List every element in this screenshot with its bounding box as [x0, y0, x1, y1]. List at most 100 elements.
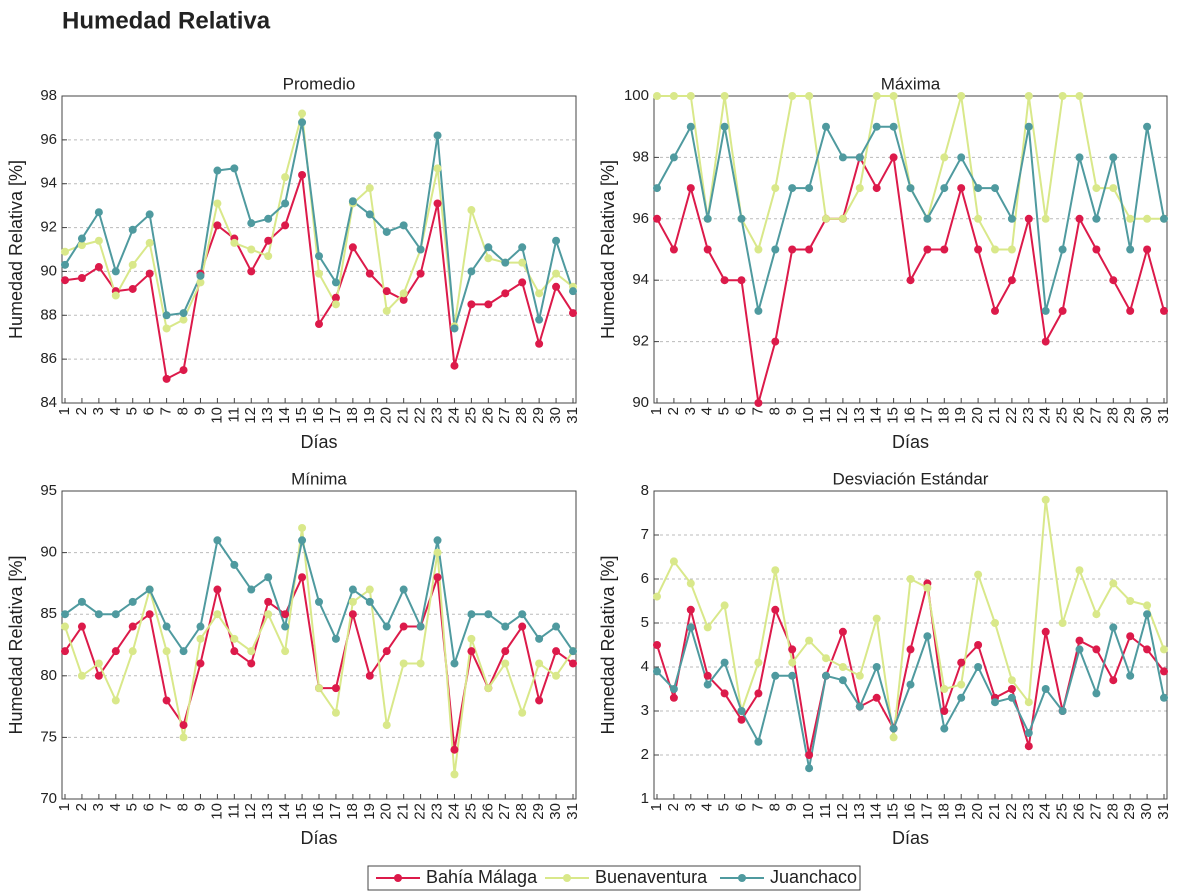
- data-point: [467, 634, 476, 643]
- x-tick-label: 11: [817, 803, 834, 819]
- data-point: [805, 751, 814, 759]
- data-point: [1126, 671, 1135, 680]
- data-point: [686, 122, 695, 131]
- y-tick-label: 86: [40, 350, 57, 367]
- data-point: [552, 269, 561, 278]
- x-tick-label: 5: [124, 803, 141, 811]
- data-point: [788, 184, 797, 193]
- data-point: [1075, 214, 1084, 223]
- data-point: [416, 659, 425, 668]
- y-tick-label: 85: [40, 605, 57, 622]
- data-point: [230, 634, 239, 643]
- data-point: [348, 197, 357, 206]
- data-point: [872, 693, 881, 702]
- data-point: [889, 724, 898, 733]
- data-point: [771, 671, 780, 680]
- x-tick-label: 10: [208, 803, 225, 820]
- x-tick-label: 13: [851, 803, 868, 820]
- data-point: [111, 610, 120, 619]
- x-tick-label: 3: [90, 803, 107, 811]
- data-point: [991, 698, 999, 707]
- data-point: [128, 647, 137, 656]
- data-point: [77, 597, 86, 606]
- plot-frame: [653, 95, 1168, 404]
- x-tick-label: 22: [1003, 407, 1020, 424]
- x-tick-label: 6: [732, 803, 749, 811]
- data-point: [230, 560, 239, 569]
- x-tick-label: 19: [952, 407, 969, 424]
- data-point: [1143, 645, 1152, 654]
- data-point: [501, 622, 510, 631]
- data-point: [179, 733, 188, 742]
- y-tick-label: 3: [641, 702, 649, 719]
- x-axis-label: Días: [892, 432, 929, 452]
- x-tick-label: 30: [1138, 803, 1155, 820]
- data-point: [518, 610, 527, 619]
- data-point: [61, 647, 69, 656]
- data-point: [771, 605, 780, 614]
- data-point: [788, 245, 797, 254]
- data-point: [179, 309, 188, 318]
- data-point: [331, 634, 340, 643]
- data-point: [805, 764, 814, 773]
- data-point: [518, 278, 527, 287]
- data-point: [569, 659, 577, 668]
- data-point: [1092, 214, 1101, 223]
- data-point: [1143, 610, 1152, 619]
- x-tick-label: 17: [327, 407, 344, 424]
- x-tick-label: 7: [158, 407, 175, 415]
- data-point: [484, 684, 493, 693]
- data-point: [264, 214, 273, 223]
- data-point: [331, 708, 340, 717]
- x-tick-label: 4: [107, 407, 124, 415]
- data-point: [162, 311, 171, 320]
- y-tick-label: 2: [641, 746, 649, 763]
- data-point: [162, 647, 171, 656]
- data-point: [450, 770, 459, 779]
- x-tick-label: 31: [1155, 803, 1172, 820]
- data-point: [196, 659, 205, 668]
- x-tick-label: 23: [1020, 803, 1037, 820]
- page-title: Humedad Relativa: [62, 7, 271, 34]
- x-tick-label: 27: [1087, 803, 1104, 820]
- data-point: [399, 289, 408, 298]
- y-tick-label: 88: [40, 306, 57, 323]
- legend-marker: [394, 874, 402, 882]
- x-tick-label: 24: [445, 803, 462, 820]
- data-point: [1075, 636, 1084, 645]
- data-point: [720, 689, 729, 698]
- data-point: [94, 610, 103, 619]
- x-tick-label: 5: [124, 407, 141, 415]
- y-tick-label: 96: [632, 210, 649, 227]
- x-tick-label: 14: [868, 803, 885, 820]
- x-tick-label: 18: [344, 803, 361, 820]
- x-tick-label: 23: [429, 803, 446, 820]
- y-tick-label: 95: [40, 482, 57, 499]
- legend-marker: [563, 874, 571, 882]
- data-point: [467, 647, 476, 656]
- data-point: [720, 122, 729, 131]
- data-point: [940, 184, 949, 193]
- x-tick-label: 19: [361, 803, 378, 820]
- x-tick-label: 18: [935, 803, 952, 820]
- x-tick-label: 30: [547, 407, 564, 424]
- y-tick-label: 98: [632, 148, 649, 165]
- data-point: [703, 671, 712, 680]
- x-tick-label: 31: [564, 803, 581, 820]
- data-point: [365, 585, 374, 594]
- y-tick-label: 84: [40, 394, 57, 411]
- data-point: [484, 254, 493, 263]
- data-point: [535, 339, 544, 348]
- data-point: [179, 647, 188, 656]
- x-tick-label: 29: [530, 407, 547, 424]
- x-tick-label: 30: [547, 803, 564, 820]
- x-tick-label: 16: [310, 803, 327, 820]
- data-point: [1041, 627, 1050, 636]
- legend-label: Bahía Málaga: [426, 867, 538, 887]
- x-tick-label: 27: [1087, 407, 1104, 424]
- x-tick-label: 10: [800, 407, 817, 424]
- x-tick-label: 21: [986, 407, 1003, 424]
- x-tick-label: 2: [665, 407, 682, 415]
- data-point: [1160, 214, 1168, 223]
- data-point: [1092, 610, 1101, 619]
